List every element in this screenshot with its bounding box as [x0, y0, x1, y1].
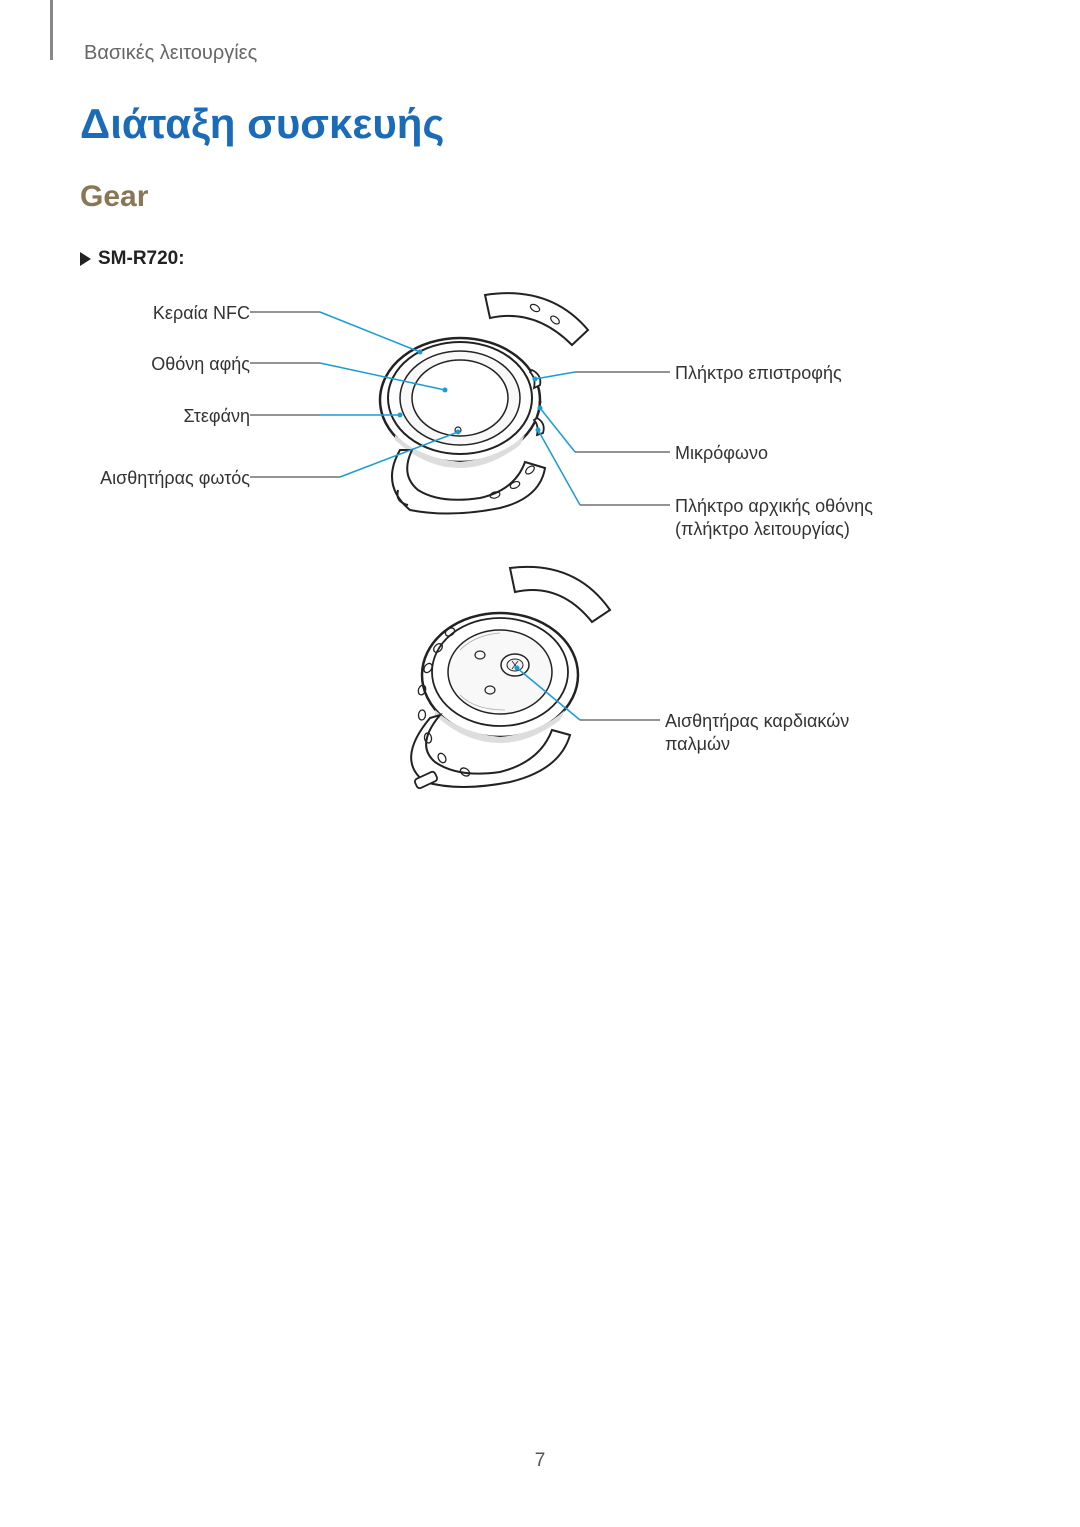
label-back-btn: Πλήκτρο επιστροφής: [675, 362, 842, 385]
label-light: Αισθητήρας φωτός: [80, 467, 250, 490]
watch-front-illustration: [340, 290, 630, 520]
label-heart: Αισθητήρας καρδιακών παλμών: [665, 710, 875, 757]
label-nfc: Κεραία NFC: [80, 302, 250, 325]
watch-back-illustration: [360, 560, 630, 790]
device-diagram: Κεραία NFC Οθόνη αφής Στεφάνη Αισθητήρας…: [80, 280, 1000, 800]
page-title: Διάταξη συσκευής: [80, 100, 444, 148]
label-home-btn: Πλήκτρο αρχικής οθόνης (πλήκτρο λειτουργ…: [675, 495, 905, 542]
page-border-mark: [50, 0, 53, 60]
model-label: SM-R720:: [98, 248, 185, 270]
model-arrow-icon: [80, 252, 91, 266]
label-touch: Οθόνη αφής: [80, 353, 250, 376]
label-bezel: Στεφάνη: [80, 405, 250, 428]
page-number: 7: [535, 1450, 546, 1472]
label-mic: Μικρόφωνο: [675, 442, 768, 465]
header-section: Βασικές λειτουργίες: [84, 42, 257, 65]
sub-title: Gear: [80, 180, 148, 214]
